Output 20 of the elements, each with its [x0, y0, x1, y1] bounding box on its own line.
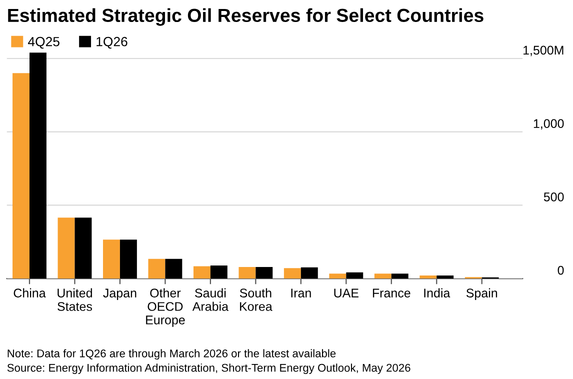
- x-tick-label: Saudi Arabia: [192, 288, 229, 311]
- x-tick-label: Other OECD Europe: [146, 288, 185, 327]
- x-tick-label: France: [372, 288, 410, 298]
- y-tick-label: 1,500M: [524, 46, 564, 56]
- y-tick-label: 0: [558, 266, 564, 275]
- x-tick-label: Japan: [103, 288, 136, 300]
- x-tick-label: UAE: [334, 288, 358, 298]
- text: Note: Data for 1Q26 are through March 2026 or the latest available: [8, 349, 336, 360]
- legend-label: 1Q26: [96, 36, 128, 49]
- y-tick-label: 1,000: [534, 119, 564, 130]
- x-tick-label: India: [424, 288, 450, 298]
- x-tick-label: United States: [58, 288, 92, 311]
- x-tick-label: Spain: [466, 288, 498, 300]
- chart-title: Estimated Strategic Oil Reserves for Select Countries: [8, 8, 484, 26]
- x-tick-label: South Korea: [240, 288, 272, 311]
- x-tick-label: Iran: [291, 288, 311, 298]
- y-tick-label: 500: [544, 192, 564, 202]
- x-tick-label: China: [14, 288, 46, 298]
- legend-label: 4Q25: [28, 36, 60, 49]
- source-note: Source: Energy Information Administration, Short-Term Energy Outlook, May 2026: [7, 364, 410, 374]
